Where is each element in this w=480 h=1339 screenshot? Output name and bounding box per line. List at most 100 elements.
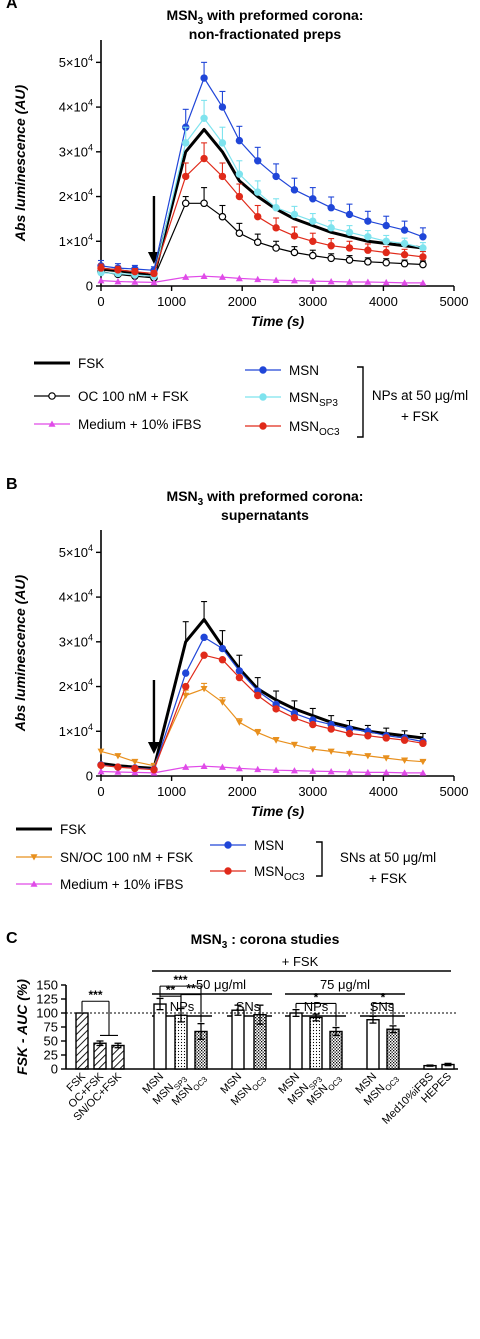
data-point (400, 250, 409, 259)
data-point (290, 186, 299, 194)
data-point (401, 279, 409, 286)
data-point (182, 763, 190, 770)
chart-title: MSN3 with preformed corona: (167, 488, 364, 508)
data-point (290, 741, 298, 749)
legend-msn-label: MSN (254, 838, 284, 853)
data-point (382, 768, 390, 776)
data-point (97, 748, 105, 755)
x-tick-label: 1000 (157, 784, 186, 799)
y-tick-label: 2×104 (59, 187, 93, 204)
data-point (114, 763, 122, 771)
data-point (345, 210, 354, 219)
data-point (182, 682, 190, 691)
data-point (364, 233, 372, 241)
data-point (182, 273, 190, 280)
data-point (254, 275, 262, 283)
data-point (382, 278, 390, 286)
data-point (345, 256, 354, 264)
significance-label: *** (173, 973, 187, 987)
data-point (327, 242, 335, 250)
data-point (235, 764, 243, 772)
series-msn-sp3 (97, 99, 427, 280)
x-tick-label: 0 (97, 294, 104, 309)
data-point (419, 244, 427, 252)
data-point (272, 276, 280, 283)
panel-label: C (6, 930, 18, 947)
data-point (218, 644, 227, 653)
y-tick-label: 4×104 (59, 98, 93, 115)
data-point (364, 753, 372, 760)
data-point (419, 233, 427, 241)
x-axis-label: Time (s) (251, 313, 305, 329)
data-point (200, 651, 208, 659)
legend-msn-oc3-label: MSNOC3 (254, 864, 305, 883)
series-line (100, 765, 423, 774)
y-tick-label: 5×104 (59, 53, 93, 70)
y-tick-label: 50 (44, 1034, 58, 1049)
data-point (235, 719, 243, 726)
x-tick-label: 2000 (228, 294, 257, 309)
data-point (218, 172, 227, 181)
data-point (345, 729, 354, 738)
data-point (364, 278, 372, 285)
data-point (382, 755, 390, 762)
data-point (382, 221, 390, 230)
data-point (401, 757, 409, 764)
significance-bracket: * (295, 990, 337, 1027)
legend-msn-label: MSN (289, 363, 319, 378)
chart-subtitle: supernatants (221, 507, 309, 523)
bar (93, 1042, 107, 1070)
data-point (309, 277, 317, 284)
legend-msn-oc3-marker (224, 867, 232, 875)
significance-label: ** (166, 983, 176, 997)
data-point (364, 732, 372, 740)
data-point (272, 766, 280, 773)
chart-title: MSN3 with preformed corona: (167, 7, 364, 27)
y-tick-label: 25 (44, 1048, 58, 1063)
data-point (182, 172, 190, 181)
data-point (218, 139, 227, 147)
data-point (254, 157, 262, 165)
x-tick-label: 3000 (298, 294, 327, 309)
y-axis-label: FSK - AUC (%) (14, 979, 30, 1075)
significance-label: *** (88, 988, 102, 1002)
data-point (114, 278, 122, 285)
header-nps-50: NPs (170, 999, 195, 1014)
data-point (309, 237, 317, 245)
x-tick-label: 3000 (298, 784, 327, 799)
data-point (200, 272, 208, 279)
panel-label: B (6, 476, 18, 493)
data-point (309, 195, 317, 203)
legend-group-label-2: + FSK (369, 871, 407, 886)
data-point (150, 766, 158, 774)
panel-b: B MSN3 with preformed corona:supernatants… (6, 476, 468, 892)
data-point (131, 267, 139, 276)
legend-b: FSK SN/OC 100 nM + FSK Medium + 10% iFBS MS… (16, 822, 436, 892)
data-point (254, 729, 262, 737)
series-medium-10-ifbs (97, 272, 427, 286)
y-tick-label: 3×104 (59, 142, 93, 159)
legend-oc-marker (48, 392, 56, 400)
x-tick-label: 4000 (369, 784, 398, 799)
significance-bracket: * (372, 990, 394, 1025)
bar (174, 1014, 188, 1070)
data-point (235, 170, 244, 178)
data-point (327, 224, 335, 232)
y-tick-label: 3×104 (59, 632, 93, 649)
data-point (309, 746, 317, 753)
data-point (364, 246, 372, 254)
data-point (182, 669, 190, 677)
header-fsk: + FSK (282, 954, 319, 969)
x-axis-label: Time (s) (251, 803, 305, 819)
data-point (131, 758, 139, 766)
series-line (100, 688, 423, 767)
bar (153, 1003, 167, 1070)
data-point (345, 244, 354, 252)
data-point (400, 259, 409, 268)
bar (231, 1009, 245, 1070)
data-point (272, 224, 280, 232)
data-point (382, 248, 390, 257)
legend-fsk-label: FSK (78, 356, 104, 371)
legend-msn-sp3-marker (259, 393, 267, 401)
